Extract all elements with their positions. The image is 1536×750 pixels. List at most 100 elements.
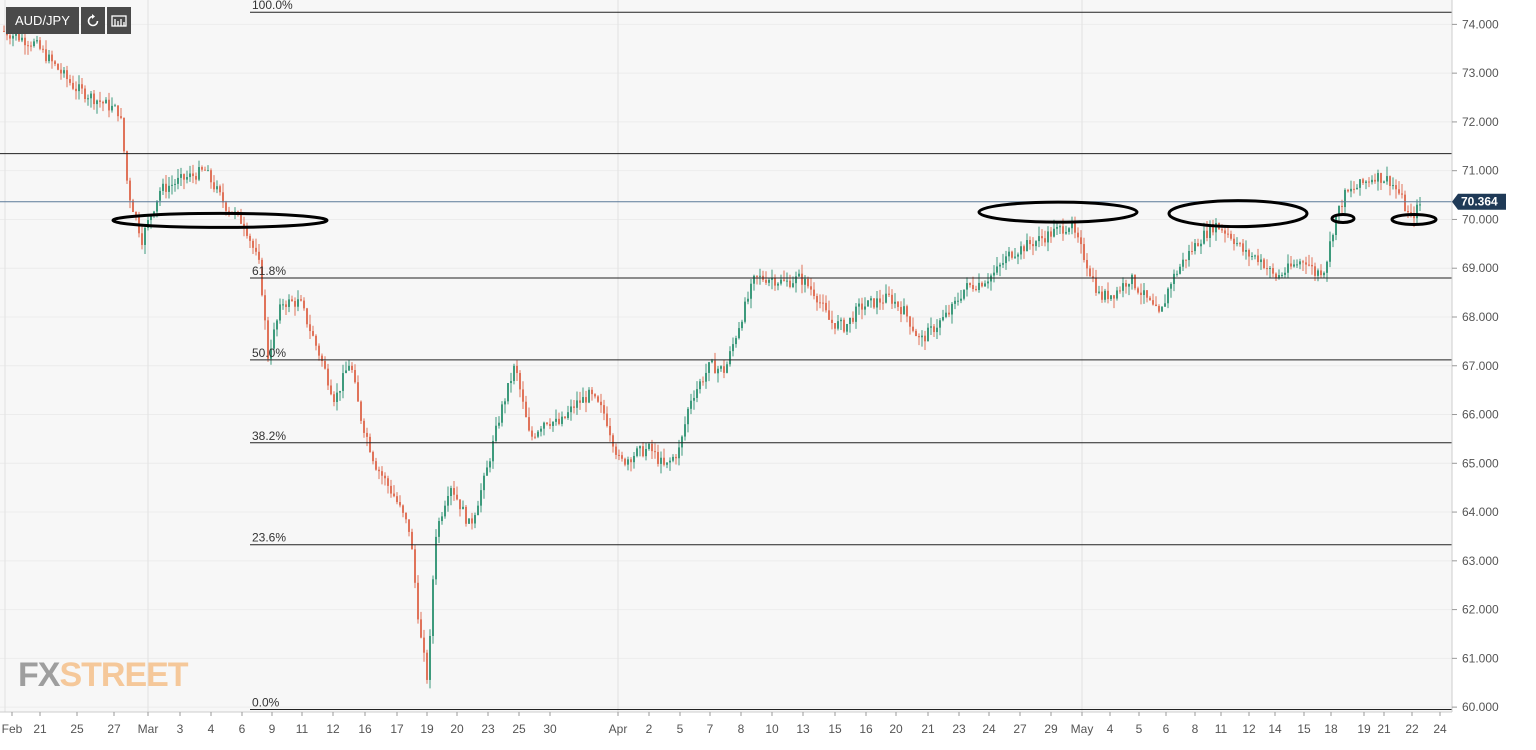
candle-body	[624, 458, 626, 465]
candle-body	[180, 174, 182, 178]
candle	[267, 316, 269, 362]
candle	[1149, 295, 1151, 301]
candle-body	[51, 54, 53, 62]
candle-body	[825, 302, 827, 311]
candle	[1275, 272, 1277, 282]
candle-body	[1284, 272, 1286, 275]
chart-settings-icon[interactable]	[106, 7, 131, 34]
candle	[993, 265, 995, 283]
candle	[1371, 175, 1373, 185]
annotation-ellipse	[1390, 212, 1438, 226]
candle-body	[876, 298, 878, 308]
candle	[273, 322, 275, 352]
candle	[930, 317, 932, 336]
candle	[1122, 277, 1124, 298]
candle	[81, 77, 83, 94]
candle	[1398, 181, 1400, 196]
candle	[120, 107, 122, 120]
candle-body	[1314, 266, 1316, 276]
candle	[867, 300, 869, 307]
candle	[1098, 285, 1100, 295]
candle-body	[69, 79, 71, 83]
candle	[1215, 218, 1217, 241]
x-tick-label: 20	[889, 722, 903, 736]
candle	[84, 85, 86, 103]
candle	[357, 375, 359, 402]
x-tick-label: 27	[1013, 722, 1027, 736]
candle-body	[351, 365, 353, 371]
candle	[465, 505, 467, 527]
candle	[351, 362, 353, 373]
candle	[768, 277, 770, 287]
candle	[840, 317, 842, 331]
candle-body	[948, 312, 950, 315]
candle-body	[72, 82, 74, 89]
candle-body	[63, 70, 65, 74]
candle-body	[207, 170, 209, 172]
candle	[216, 180, 218, 194]
x-tick-label: 5	[1136, 722, 1143, 736]
annotation-ellipse	[1330, 212, 1356, 224]
candle-body	[438, 521, 440, 537]
candle-body	[75, 88, 77, 92]
candle	[789, 274, 791, 289]
candle-body	[1404, 194, 1406, 211]
candle	[108, 92, 110, 118]
candle	[183, 173, 185, 190]
x-tick-label: 6	[239, 722, 246, 736]
candle	[675, 454, 677, 465]
candle-body	[537, 431, 539, 437]
candle	[213, 175, 215, 193]
candle	[954, 296, 956, 310]
candle-body	[147, 220, 149, 228]
candle-body	[783, 279, 785, 281]
candle-body	[957, 300, 959, 302]
candle	[810, 277, 812, 296]
candle-body	[504, 401, 506, 405]
y-axis: 74.000 73.000 72.000 71.000 70.000 69.000 68.0…	[1451, 0, 1499, 714]
candle-body	[1416, 204, 1418, 219]
candle	[1140, 283, 1142, 305]
candle-body	[1206, 230, 1208, 238]
candle-body	[1332, 235, 1334, 242]
candle	[1188, 244, 1190, 267]
candle-body	[681, 436, 683, 448]
candle-body	[1227, 233, 1229, 235]
candle	[60, 63, 62, 80]
candle-body	[543, 422, 545, 429]
candle-body	[480, 490, 482, 506]
candle	[1248, 248, 1250, 267]
candle	[786, 272, 788, 287]
candle-body	[699, 381, 701, 390]
candle-body	[855, 306, 857, 322]
candle	[1365, 180, 1367, 190]
candle-body	[1236, 243, 1238, 245]
candle-body	[1113, 295, 1115, 299]
candle-body	[1140, 292, 1142, 295]
candle-body	[576, 400, 578, 408]
refresh-icon[interactable]	[80, 7, 105, 34]
candle	[822, 294, 824, 312]
x-tick-label: 23	[481, 722, 495, 736]
candle-body	[54, 61, 56, 64]
candle	[1017, 252, 1019, 265]
candle	[105, 97, 107, 104]
candle	[96, 99, 98, 114]
candle	[30, 41, 32, 52]
candle	[141, 225, 143, 250]
candle	[969, 282, 971, 288]
candle-body	[951, 303, 953, 315]
candle	[117, 105, 119, 122]
candle	[1104, 288, 1106, 303]
candle-body	[300, 299, 302, 301]
candle	[663, 448, 665, 467]
candle-body	[870, 298, 872, 301]
symbol-label[interactable]: AUD/JPY	[6, 7, 79, 34]
candle	[1041, 229, 1043, 246]
candle	[303, 297, 305, 311]
candle-body	[564, 416, 566, 418]
candle-body	[786, 280, 788, 282]
candle-body	[546, 422, 548, 424]
candle	[75, 81, 77, 100]
